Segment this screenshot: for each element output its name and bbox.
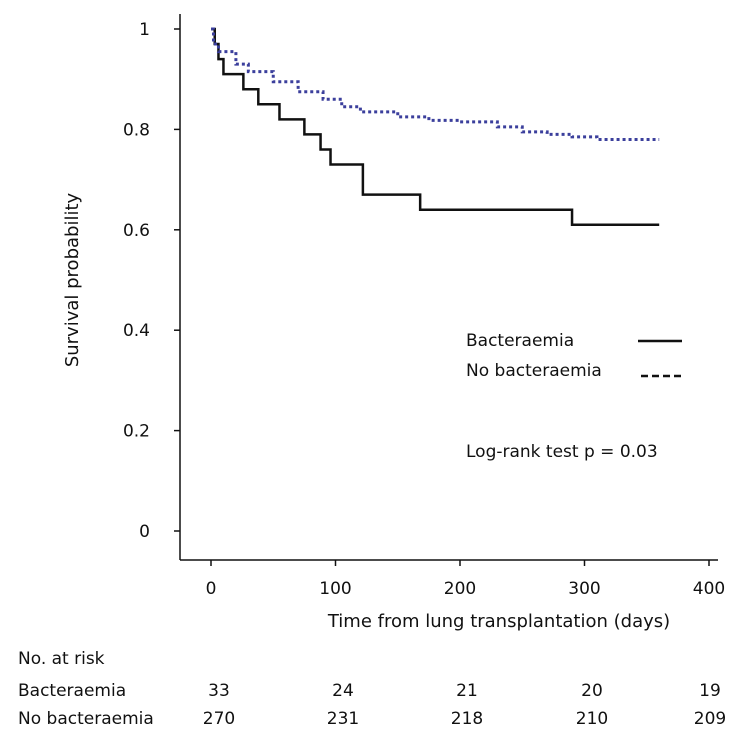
risk-value: 210 [575, 709, 609, 729]
x-axis-title: Time from lung transplantation (days) [327, 611, 670, 632]
y-tick-label: 0.4 [123, 321, 150, 341]
series-line-no-bacteraemia [211, 27, 660, 141]
log-rank-annotation: Log-rank test p = 0.03 [466, 442, 658, 462]
y-ticks: 0 0.2 0.4 0.6 0.8 1 [123, 20, 180, 542]
series-line-bacteraemia [211, 27, 660, 227]
risk-table-header: No. at risk [18, 649, 105, 669]
y-tick-label: 0 [139, 522, 150, 542]
risk-value: 209 [693, 709, 727, 729]
risk-value: 24 [332, 681, 354, 701]
y-axis-title: Survival probability [62, 192, 83, 367]
x-tick-label: 200 [444, 579, 476, 599]
risk-value: 21 [456, 681, 478, 701]
risk-row-label-bacteraemia: Bacteraemia [18, 681, 127, 701]
y-tick-label: 1 [139, 20, 150, 40]
legend-label-no-bacteraemia: No bacteraemia [466, 361, 602, 381]
x-ticks: 0 100 200 300 400 [206, 560, 725, 599]
risk-value: 270 [202, 709, 236, 729]
x-tick-label: 300 [568, 579, 600, 599]
x-tick-label: 400 [693, 579, 725, 599]
risk-value: 19 [699, 681, 721, 701]
risk-value: 33 [208, 681, 230, 701]
y-tick-label: 0.2 [123, 422, 150, 442]
risk-value: 218 [450, 709, 484, 729]
risk-row-label-no-bacteraemia: No bacteraemia [18, 709, 154, 729]
y-tick-label: 0.8 [123, 120, 150, 140]
risk-value: 20 [581, 681, 603, 701]
y-tick-label: 0.6 [123, 221, 150, 241]
x-tick-label: 100 [319, 579, 351, 599]
x-tick-label: 0 [206, 579, 217, 599]
legend: Bacteraemia No bacteraemia [466, 331, 684, 381]
series-layer [211, 27, 660, 227]
survival-chart: 0 0.2 0.4 0.6 0.8 1 0 100 200 300 400 Survival pr… [62, 14, 725, 632]
risk-value: 231 [326, 709, 360, 729]
legend-label-bacteraemia: Bacteraemia [466, 331, 574, 351]
